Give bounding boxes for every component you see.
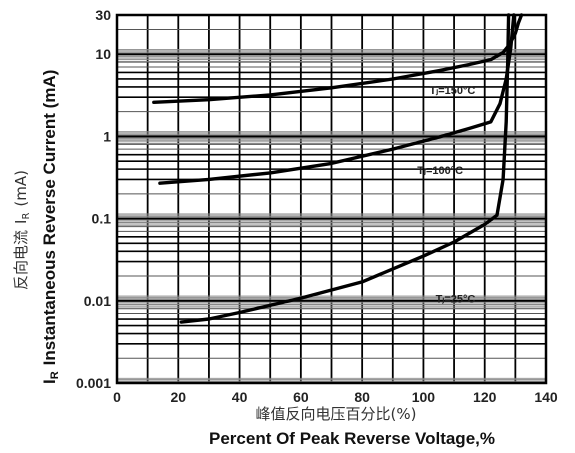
x-tick-label: 60 (293, 389, 309, 405)
y-axis-label-cn: 反向电流 IR (mA) (12, 170, 32, 290)
y-tick-label: 0.001 (76, 375, 111, 391)
series-line-1 (152, 13, 524, 104)
x-tick-label: 40 (232, 389, 248, 405)
y-axis-cn-unit: (mA) (12, 170, 30, 207)
x-tick-label: 100 (412, 389, 436, 405)
x-axis-label-cn: 峰值反向电压百分比(%) (256, 405, 417, 423)
y-tick-label: 10 (95, 46, 111, 62)
y-axis-label-group: IR Instantaneous Reverse Current (mA) (40, 70, 61, 384)
y-axis-cn-text: 反向电流 (12, 230, 30, 290)
y-axis-cn-subscript: R (21, 213, 32, 220)
y-tick-label: 1 (103, 128, 111, 144)
y-tick-label: 0.1 (92, 211, 112, 227)
x-tick-label: 120 (473, 389, 497, 405)
x-tick-label: 20 (170, 389, 186, 405)
y-axis-cn-symbol: I (12, 220, 30, 224)
series-line-3 (179, 13, 511, 324)
y-axis-label-en: IR Instantaneous Reverse Current (mA) (40, 70, 61, 384)
y-axis-label-cn-group: 反向电流 IR (mA) (12, 170, 32, 290)
y-tick-label: 30 (95, 7, 111, 23)
y-axis-subscript: R (49, 371, 61, 379)
plot-frame (115, 13, 548, 385)
curve-labels: Tⱼ=150°C Tⱼ=100°C Tⱼ=25°C (417, 85, 475, 306)
curve-label-3: Tⱼ=25°C (436, 294, 476, 306)
curve-label-1: Tⱼ=150°C (430, 85, 476, 97)
x-tick-labels: 0 20 40 60 80 100 120 140 (113, 389, 558, 405)
y-axis-label-text: Instantaneous Reverse Current (mA) (40, 70, 59, 366)
y-tick-labels: 0.001 0.01 0.1 1 10 30 (76, 7, 111, 391)
curve-label-2: Tⱼ=100°C (417, 165, 463, 177)
x-axis-label-en: Percent Of Peak Reverse Voltage,% (209, 429, 495, 448)
plot-grid (117, 14, 546, 384)
y-tick-label: 0.01 (84, 293, 111, 309)
y-axis-symbol: I (40, 379, 59, 384)
x-tick-label: 140 (534, 389, 558, 405)
x-tick-label: 0 (113, 389, 121, 405)
x-tick-label: 80 (354, 389, 370, 405)
series-group (152, 13, 524, 324)
